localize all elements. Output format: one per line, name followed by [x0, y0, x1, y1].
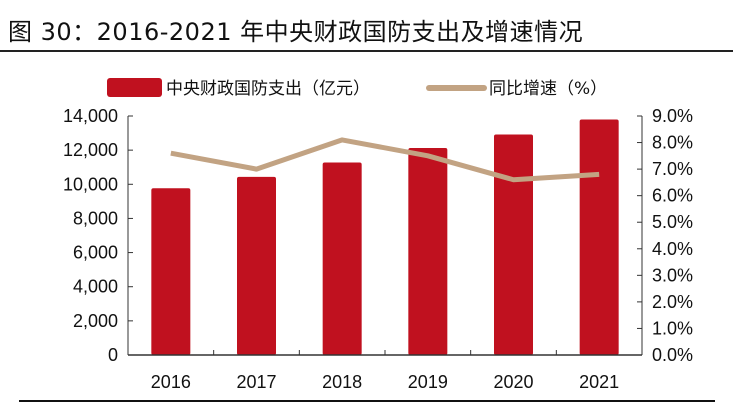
x-tick-label: 2016: [151, 372, 191, 392]
bottom-divider: [19, 400, 715, 402]
left-tick-label: 0: [108, 345, 118, 365]
left-tick-label: 8,000: [73, 208, 118, 228]
bar-2016: [151, 188, 191, 355]
title-divider: [0, 50, 733, 52]
right-tick-label: 5.0%: [652, 212, 693, 232]
legend-line-label: 同比增速（%）: [489, 79, 607, 99]
bar-2019: [408, 148, 448, 355]
x-tick-label: 2021: [579, 372, 619, 392]
legend-bar-label: 中央财政国防支出（亿元）: [166, 79, 370, 99]
left-tick-label: 10,000: [63, 174, 118, 194]
chart-title: 图 30：2016-2021 年中央财政国防支出及增速情况: [8, 18, 584, 46]
right-tick-label: 4.0%: [652, 239, 693, 259]
x-tick-label: 2018: [322, 372, 362, 392]
right-tick-label: 7.0%: [652, 159, 693, 179]
x-tick-label: 2020: [493, 372, 533, 392]
right-tick-label: 6.0%: [652, 186, 693, 206]
left-tick-label: 2,000: [73, 311, 118, 331]
right-tick-label: 8.0%: [652, 133, 693, 153]
bar-2018: [322, 162, 362, 355]
left-tick-label: 14,000: [63, 106, 118, 126]
left-tick-label: 6,000: [73, 243, 118, 263]
x-tick-label: 2017: [236, 372, 276, 392]
x-tick-label: 2019: [408, 372, 448, 392]
left-tick-label: 4,000: [73, 277, 118, 297]
right-tick-label: 1.0%: [652, 318, 693, 338]
legend-bar-swatch: [107, 78, 162, 97]
right-tick-label: 0.0%: [652, 345, 693, 365]
bar-2021: [579, 119, 619, 355]
right-tick-label: 9.0%: [652, 106, 693, 126]
bar-2017: [237, 176, 276, 355]
growth-line: [170, 137, 600, 183]
bar-2020: [494, 134, 533, 355]
left-tick-label: 12,000: [63, 140, 118, 160]
right-tick-label: 3.0%: [652, 265, 693, 285]
right-tick-label: 2.0%: [652, 292, 693, 312]
